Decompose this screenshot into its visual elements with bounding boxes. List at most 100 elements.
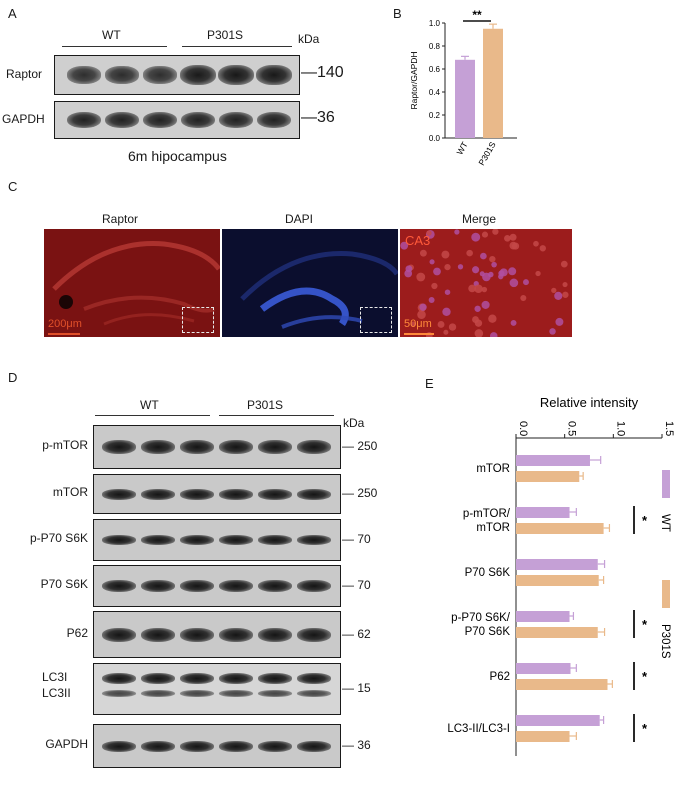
e-x-tick-label: 1.5 xyxy=(663,421,675,436)
e-bar-WT xyxy=(516,507,570,518)
band-d-1-1 xyxy=(141,488,175,500)
panel-b-chart: 0.0 0.2 0.4 0.6 0.8 1.0 Raptor/GAPDH WT P301S ** xyxy=(409,8,517,167)
merge-nucleus xyxy=(520,294,527,302)
e-chart-title: Relative intensity xyxy=(540,395,639,410)
panel-d-row-label-3: P70 S6K xyxy=(40,577,88,591)
merge-nucleus xyxy=(410,321,416,327)
band-d-4-1 xyxy=(141,627,175,642)
panel-c-title-raptor: Raptor xyxy=(102,212,139,226)
d-group-label-wt: WT xyxy=(140,398,159,412)
band-a-0-3 xyxy=(180,65,216,85)
merge-nucleus xyxy=(481,231,489,238)
merge-nucleus xyxy=(504,235,511,242)
band-d-lc3ii-0 xyxy=(102,690,136,697)
band-d-3-4 xyxy=(258,580,292,592)
panel-d-blot-4 xyxy=(93,611,341,658)
d-group-label-p301s: P301S xyxy=(247,398,284,412)
merge-nucleus xyxy=(426,230,432,236)
e-legend-swatch-WT xyxy=(662,470,670,498)
scale-text-merge: 50μm xyxy=(404,318,432,330)
band-d-3-3 xyxy=(219,580,253,592)
panel-a-row-label-1: GAPDH xyxy=(2,112,45,126)
panel-c-title-merge: Merge xyxy=(462,212,497,226)
panel-d-mw-2: — 70 xyxy=(342,532,371,546)
band-a-1-2 xyxy=(142,111,178,129)
e-category-label: P70 S6K xyxy=(465,567,511,579)
e-bar-P301S xyxy=(516,523,604,534)
merge-nucleus xyxy=(508,267,517,276)
merge-nucleus xyxy=(417,310,426,319)
e-category-label: mTOR xyxy=(476,463,510,475)
b-y-axis-label: Raptor/GAPDH xyxy=(409,51,419,109)
band-a-0-5 xyxy=(256,65,292,85)
panel-a-blot-raptor xyxy=(54,55,300,95)
merge-nucleus xyxy=(468,284,476,293)
merge-nucleus xyxy=(555,317,564,326)
merge-nucleus xyxy=(562,281,568,288)
band-d-lc3i-5 xyxy=(297,673,331,684)
panel-e-chart: Relative intensity 0.0 0.5 1.0 1.5 mTOR p-mTOR… xyxy=(447,395,675,756)
merge-nucleus xyxy=(498,273,504,280)
b-category-label: WT xyxy=(454,140,469,156)
merge-nucleus xyxy=(428,297,435,303)
scale-text-raptor: 200μm xyxy=(48,318,82,330)
panel-d-blot-1 xyxy=(93,474,341,514)
band-d-lc3ii-3 xyxy=(219,690,253,697)
e-legend-label-WT: WT xyxy=(659,514,671,532)
panel-d-blot-3 xyxy=(93,565,341,607)
dapi-image xyxy=(222,229,398,337)
e-significance-star: * xyxy=(642,617,648,632)
merge-nucleus xyxy=(489,255,496,263)
merge-region-label: CA3 xyxy=(405,233,431,248)
merge-image: CA3 50μm xyxy=(400,229,572,337)
band-d-6-2 xyxy=(180,740,214,752)
e-legend-swatch-P301S xyxy=(662,580,670,608)
band-d-1-0 xyxy=(102,488,136,500)
panel-d-row-label-5-b: LC3II xyxy=(42,686,71,700)
band-d-0-3 xyxy=(219,440,253,454)
band-d-6-3 xyxy=(219,740,253,752)
merge-nucleus xyxy=(480,252,487,260)
merge-nucleus xyxy=(471,232,481,242)
panel-d-blot-6 xyxy=(93,724,341,768)
band-d-3-1 xyxy=(141,580,175,592)
group-line-p301s xyxy=(182,46,292,48)
band-d-2-3 xyxy=(219,535,253,545)
band-d-4-2 xyxy=(180,627,214,642)
e-category-label: P70 S6K xyxy=(465,626,511,638)
raptor-roi-box xyxy=(182,307,214,333)
e-category-label: p-mTOR/ xyxy=(463,508,511,520)
panel-d-mw-1: — 250 xyxy=(342,486,378,500)
band-d-0-0 xyxy=(102,440,136,454)
panel-e-letter: E xyxy=(425,376,434,391)
band-d-lc3ii-5 xyxy=(297,690,331,697)
merge-nucleus xyxy=(457,264,464,270)
panel-d-letter: D xyxy=(8,370,18,385)
band-d-2-5 xyxy=(297,535,331,545)
band-d-lc3i-2 xyxy=(180,673,214,684)
d-group-line-wt xyxy=(95,415,210,417)
panel-d-row-label-6: GAPDH xyxy=(45,737,88,751)
panel-c-letter: C xyxy=(8,179,18,194)
panel-d-blot-0 xyxy=(93,425,341,469)
e-x-tick-label: 0.5 xyxy=(566,421,578,436)
merge-nucleus xyxy=(491,261,497,268)
e-bar-P301S xyxy=(516,679,608,690)
b-y-tick-label: 0.0 xyxy=(429,134,441,143)
merge-image-art xyxy=(400,229,569,337)
e-category-label: LC3-II/LC3-I xyxy=(447,723,510,735)
merge-nucleus xyxy=(523,279,529,286)
merge-nucleus xyxy=(509,241,518,250)
b-bar-WT xyxy=(455,59,475,138)
band-d-0-1 xyxy=(141,440,175,454)
e-x-tick-label: 0.0 xyxy=(517,421,529,436)
e-significance-star: * xyxy=(642,513,648,528)
e-category-label: mTOR xyxy=(476,522,510,534)
merge-nucleus xyxy=(488,314,497,323)
merge-nucleus xyxy=(510,319,517,326)
band-d-0-2 xyxy=(180,440,214,454)
band-d-6-0 xyxy=(102,740,136,752)
merge-nucleus xyxy=(472,266,480,274)
band-d-4-3 xyxy=(219,627,253,642)
band-d-lc3i-1 xyxy=(141,673,175,684)
